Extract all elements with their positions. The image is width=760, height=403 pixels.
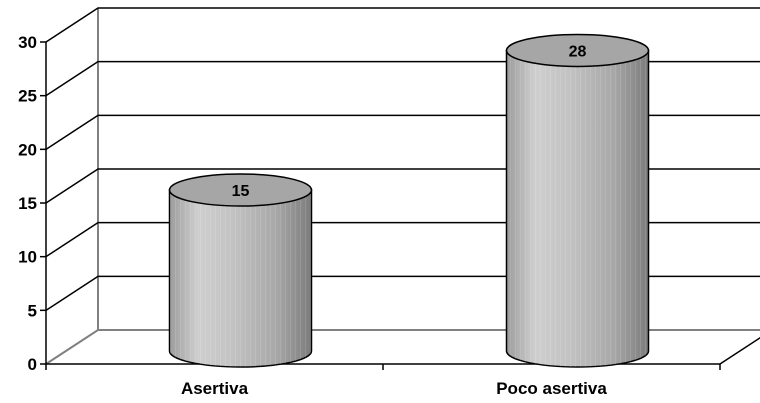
bar-texture: [506, 50, 649, 367]
grid-line: [45, 168, 760, 204]
bar-texture: [169, 190, 312, 367]
y-tick-label: 10: [18, 248, 37, 267]
data-label: 15: [232, 183, 250, 200]
y-tick-label: 30: [18, 33, 37, 52]
grid-line: [45, 114, 760, 150]
y-tick-label: 20: [18, 140, 37, 159]
y-tick-label: 25: [18, 87, 37, 106]
grid-line: [45, 275, 760, 311]
bar-top: [168, 173, 313, 207]
bar-top: [505, 33, 650, 68]
grid-line: [45, 60, 760, 97]
bar-cylinder: 15: [168, 173, 313, 368]
floor-back-edge: [45, 329, 760, 365]
y-tick-label: 15: [18, 194, 37, 213]
grid-line: [45, 7, 760, 43]
y-tick-label: 5: [28, 301, 37, 320]
bar-cylinder: 28: [505, 33, 650, 368]
y-axis-ticks: 0 5 10 15 20 25 30: [18, 33, 46, 374]
x-axis-labels: Asertiva Poco asertiva: [181, 379, 607, 398]
x-category-label: Asertiva: [181, 379, 249, 398]
floor-right-edge: [719, 336, 760, 365]
grid-line: [45, 221, 760, 258]
y-tick-label: 0: [28, 355, 37, 374]
data-label: 28: [569, 43, 587, 60]
grid-lines: [45, 7, 760, 311]
x-category-label: Poco asertiva: [496, 379, 607, 398]
